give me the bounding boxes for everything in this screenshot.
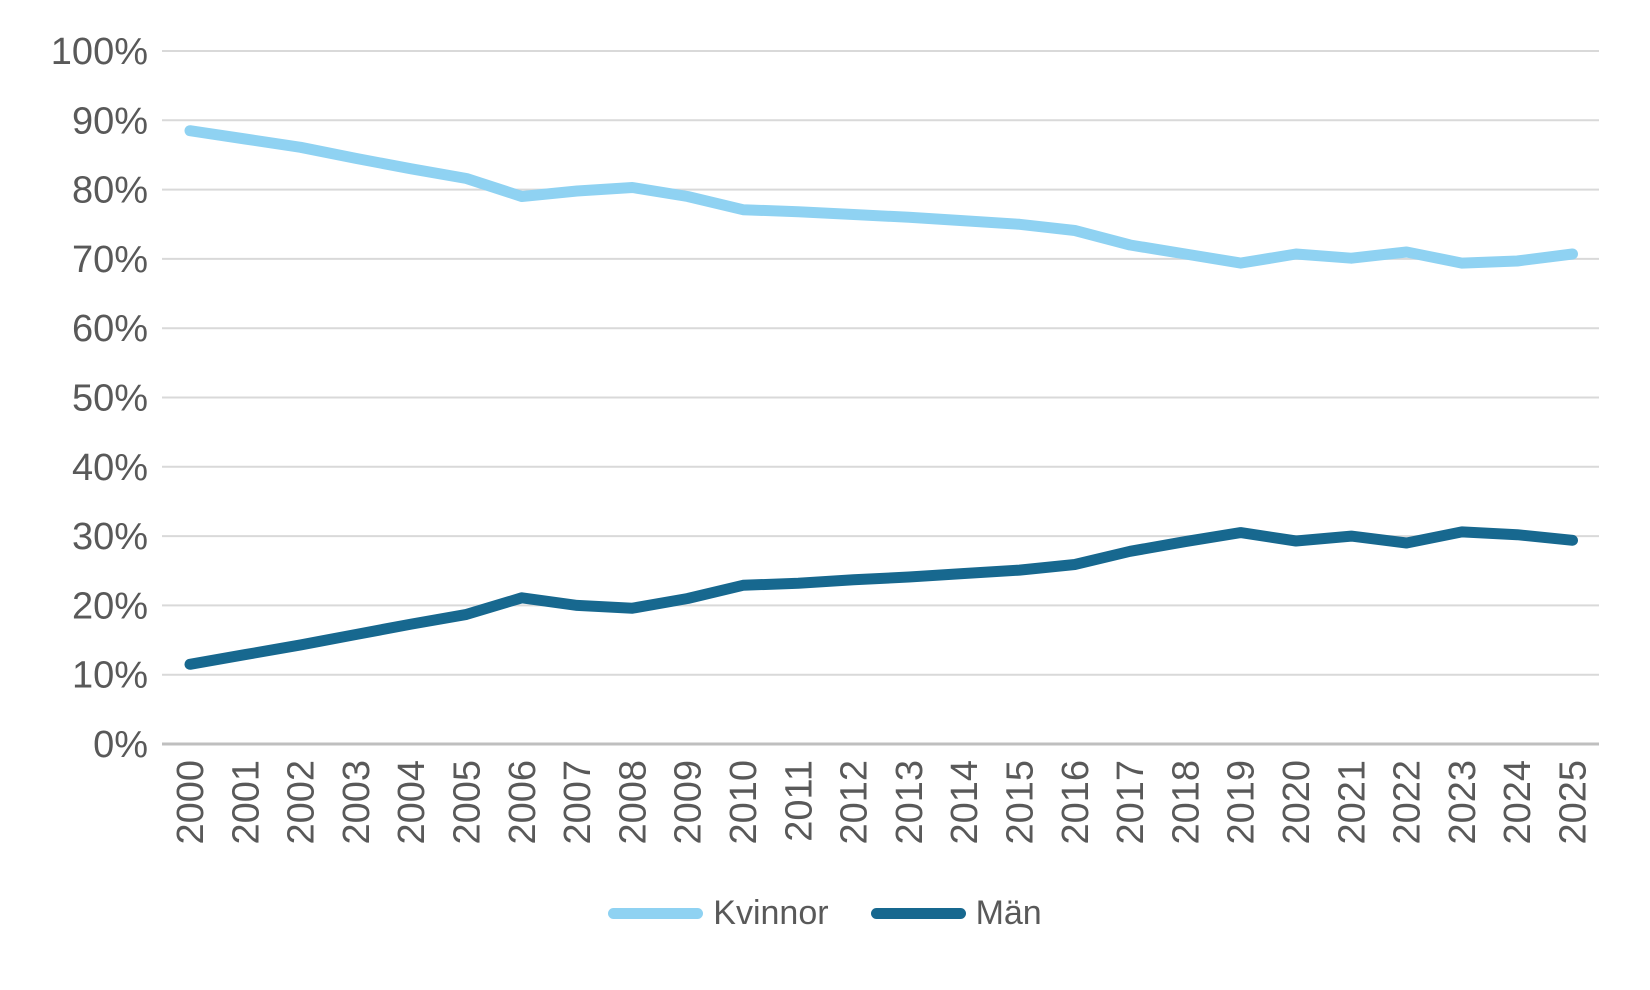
x-axis-tick-label: 2017 — [1110, 760, 1152, 845]
x-axis-tick-label: 2022 — [1387, 760, 1429, 845]
x-axis-tick-label: 2004 — [391, 760, 433, 845]
x-axis-tick-label: 2021 — [1331, 760, 1373, 845]
x-axis-tick-label: 2005 — [447, 760, 489, 845]
x-axis-tick-label: 2018 — [1165, 760, 1207, 845]
y-axis-tick-label: 10% — [72, 655, 148, 697]
x-axis-tick-label: 2010 — [723, 760, 765, 845]
x-axis-tick-label: 2003 — [336, 760, 378, 845]
y-axis-tick-label: 100% — [51, 31, 148, 73]
legend-swatch-kvinnor — [608, 907, 704, 919]
legend-label-m-n: Män — [975, 894, 1042, 932]
x-axis-tick-label: 2015 — [1000, 760, 1042, 845]
x-axis-tick-label: 2009 — [668, 760, 710, 845]
x-axis-tick-label: 2012 — [834, 760, 876, 845]
x-axis-tick-label: 2014 — [944, 760, 986, 845]
y-axis-tick-label: 30% — [72, 516, 148, 558]
y-axis-tick-label: 0% — [93, 724, 148, 766]
x-axis-tick-label: 2007 — [557, 760, 599, 845]
chart-legend: Kvinnor Män — [0, 896, 1650, 930]
x-axis-tick-label: 2000 — [170, 760, 212, 845]
legend-swatch-m-n — [870, 907, 966, 919]
x-axis-tick-label: 2025 — [1553, 760, 1595, 845]
y-axis-tick-label: 60% — [72, 308, 148, 350]
legend-item-m-n: Män — [870, 894, 1042, 932]
y-axis-tick-label: 50% — [72, 378, 148, 420]
x-axis-tick-label: 2002 — [281, 760, 323, 845]
y-axis-tick-label: 90% — [72, 100, 148, 142]
x-axis-tick-label: 2020 — [1276, 760, 1318, 845]
x-axis-tick-label: 2001 — [225, 760, 267, 845]
line-chart: 0% 10% 20% 30% 40% 50% 60% 70% 80% 90% 100% 2000 200… — [51, 31, 1599, 845]
y-axis-tick-label: 40% — [72, 447, 148, 489]
x-axis-tick-label: 2006 — [502, 760, 544, 845]
x-axis-tick-label: 2019 — [1221, 760, 1263, 845]
series-line-m-n — [184, 526, 1578, 670]
x-axis-tick-label: 2008 — [612, 760, 654, 845]
y-axis-tick-label: 20% — [72, 585, 148, 627]
y-axis-tick-label: 80% — [72, 170, 148, 212]
x-axis-tick-label: 2011 — [778, 760, 820, 842]
x-axis-tick-label: 2023 — [1442, 760, 1484, 845]
x-axis-tick-label: 2024 — [1497, 760, 1539, 845]
x-axis-tick-label: 2016 — [1055, 760, 1097, 845]
legend-item-kvinnor: Kvinnor — [608, 894, 829, 932]
series-line-kvinnor — [184, 125, 1578, 269]
y-axis-tick-label: 70% — [72, 239, 148, 281]
legend-label-kvinnor: Kvinnor — [713, 894, 829, 932]
x-axis-tick-label: 2013 — [889, 760, 931, 845]
